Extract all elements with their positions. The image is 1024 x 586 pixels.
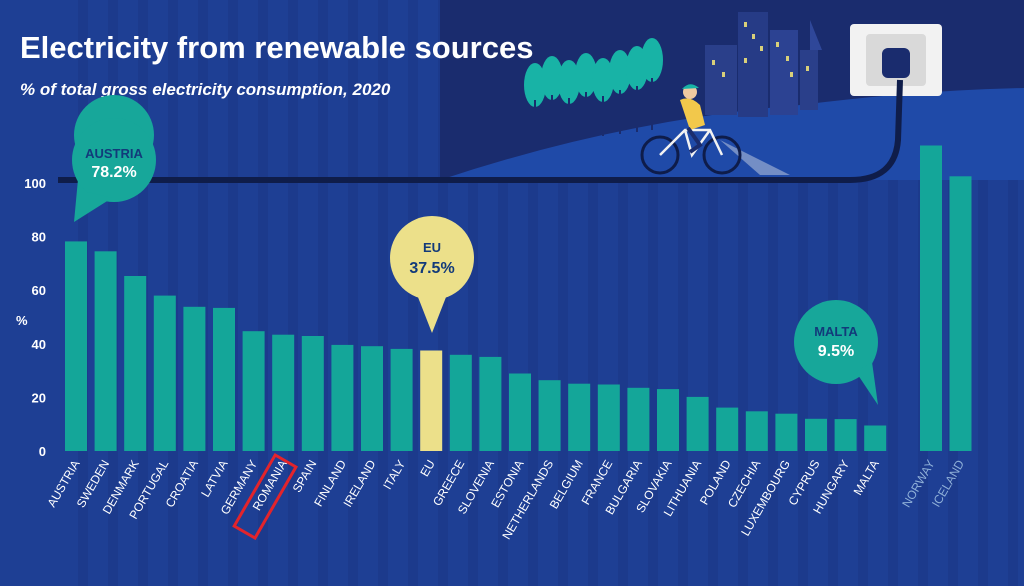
y-tick-label: 100 (24, 176, 46, 191)
bar-netherlands (538, 380, 561, 451)
austria-callout-value: 78.2% (91, 164, 136, 181)
bar-poland (716, 407, 739, 451)
bar-bulgaria (627, 387, 650, 451)
bar-cyprus (805, 418, 827, 451)
hill (440, 88, 1024, 180)
bars-group (65, 145, 972, 452)
bar-spain (301, 336, 324, 451)
chart-subtitle: % of total gross electricity consumption… (20, 80, 391, 99)
y-tick-label: 80 (32, 230, 46, 245)
bar-sweden (94, 251, 117, 451)
bar-slovenia (479, 356, 502, 451)
bar-austria (65, 241, 87, 451)
city-buildings-illustration (705, 12, 822, 117)
bar-iceland (949, 176, 972, 452)
y-axis-label: % (16, 313, 28, 328)
eu-callout: EU 37.5% (390, 216, 474, 333)
bar-hungary (834, 419, 857, 451)
bar-italy (390, 348, 413, 451)
bar-belgium (568, 383, 591, 451)
bar-malta (864, 425, 887, 451)
bar-finland (331, 344, 354, 451)
bar-greece (449, 354, 472, 451)
bar-germany (242, 331, 265, 451)
y-tick-label: 60 (32, 283, 46, 298)
y-tick-label: 0 (39, 444, 46, 459)
bar-lithuania (686, 396, 709, 451)
y-axis: 0 20 40 60 80 100 (24, 176, 46, 459)
bar-czechia (745, 411, 768, 451)
bar-norway (920, 145, 942, 451)
malta-callout: MALTA 9.5% (794, 300, 878, 405)
malta-callout-value: 9.5% (818, 343, 854, 360)
bar-estonia (509, 373, 531, 451)
y-tick-label: 20 (32, 390, 46, 405)
bar-ireland (361, 346, 383, 451)
austria-callout: AUSTRIA 78.2% (72, 95, 156, 222)
chart-title: Electricity from renewable sources (20, 30, 533, 65)
cable-line (58, 79, 903, 183)
bar-croatia (183, 306, 206, 451)
bar-france (597, 384, 620, 451)
trees-illustration (524, 38, 663, 145)
austria-callout-name: AUSTRIA (85, 146, 143, 161)
bar-slovakia (657, 389, 679, 451)
y-tick-label: 40 (32, 337, 46, 352)
bar-latvia (213, 307, 235, 451)
eu-callout-value: 37.5% (409, 260, 454, 277)
bar-denmark (124, 276, 147, 451)
eu-callout-name: EU (423, 240, 441, 255)
malta-callout-name: MALTA (814, 324, 858, 339)
bar-portugal (153, 295, 176, 451)
bar-romania (272, 334, 295, 451)
bar-eu (420, 350, 443, 451)
power-outlet-illustration (850, 24, 942, 96)
romania-highlight-box (232, 452, 299, 541)
bar-luxembourg (775, 413, 798, 451)
cyclist-illustration (640, 84, 790, 175)
